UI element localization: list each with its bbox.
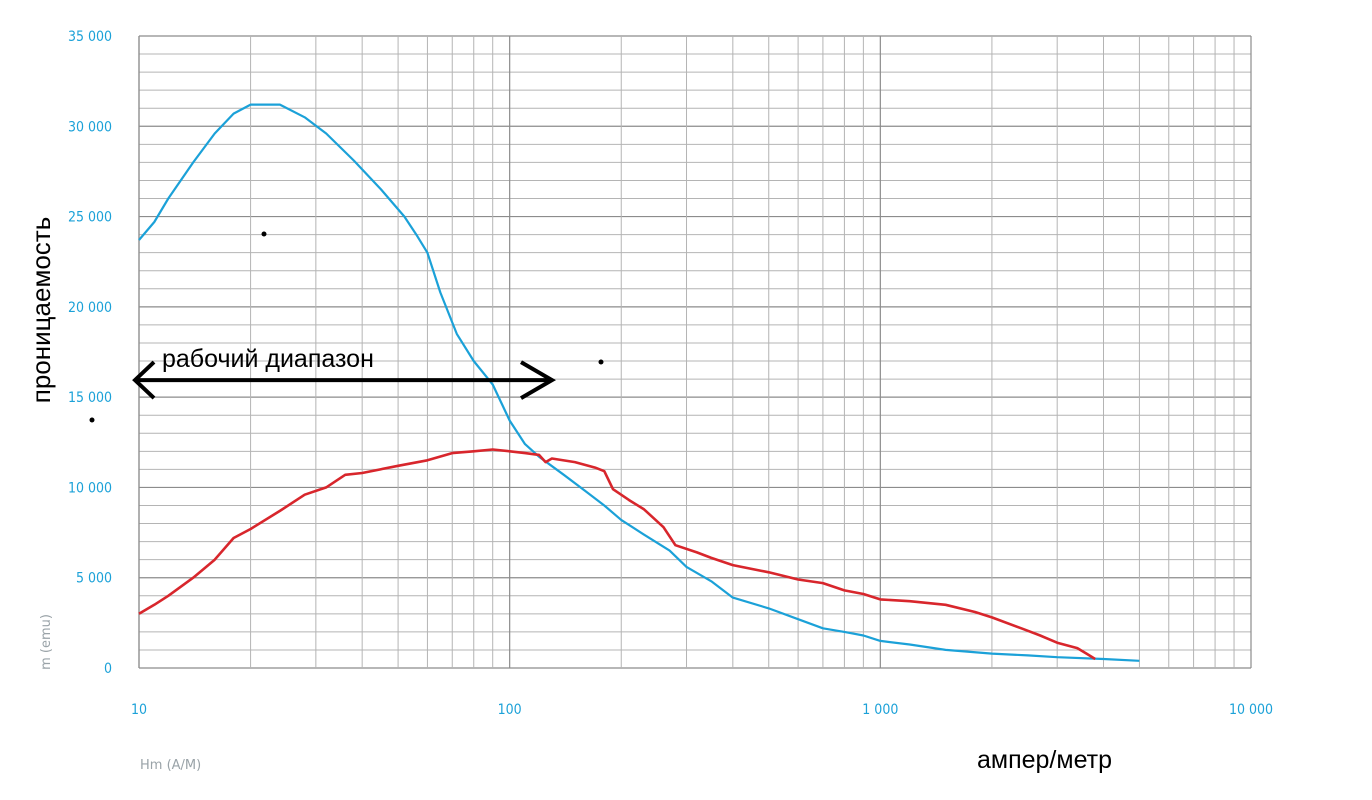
x-tick-label: 10 000	[1229, 702, 1273, 718]
x-axis-small-label: Hm (A/M)	[140, 758, 201, 773]
x-tick-label: 10	[131, 702, 147, 718]
x-tick-label: 100	[498, 702, 522, 718]
y-axis-small-label: m (emu)	[39, 614, 54, 670]
stray-dot	[598, 359, 604, 365]
y-tick-label: 25 000	[68, 210, 112, 226]
stray-dot	[261, 231, 267, 237]
chart-grid	[138, 35, 1252, 669]
working-range-label: рабочий диапазон	[162, 345, 374, 373]
range-arrow-left-head	[132, 360, 156, 400]
y-tick-label: 0	[104, 661, 112, 677]
x-axis-title: ампер/метр	[977, 746, 1112, 774]
y-tick-label: 20 000	[68, 300, 112, 316]
x-tick-label: 1 000	[862, 702, 898, 718]
y-axis-title: проницаемость	[26, 217, 56, 403]
y-tick-label: 10 000	[68, 480, 112, 496]
stray-dots	[89, 231, 604, 423]
chart-series	[138, 103, 1140, 662]
working-range-annotation: рабочий диапазон	[132, 345, 556, 400]
series-line-2	[138, 448, 1096, 661]
y-tick-label: 35 000	[68, 29, 112, 45]
y-tick-label: 5 000	[76, 571, 112, 587]
y-tick-label: 15 000	[68, 390, 112, 406]
y-tick-label: 30 000	[68, 119, 112, 135]
range-arrow-right-head	[520, 360, 556, 400]
x-axis-ticks: 10 100 1 000 10 000	[131, 702, 1273, 718]
series-line-1	[138, 103, 1140, 662]
y-axis-ticks: 0 5 000 10 000 15 000 20 000 25 000 30 000 35 0…	[68, 29, 112, 677]
stray-dot	[89, 417, 95, 423]
